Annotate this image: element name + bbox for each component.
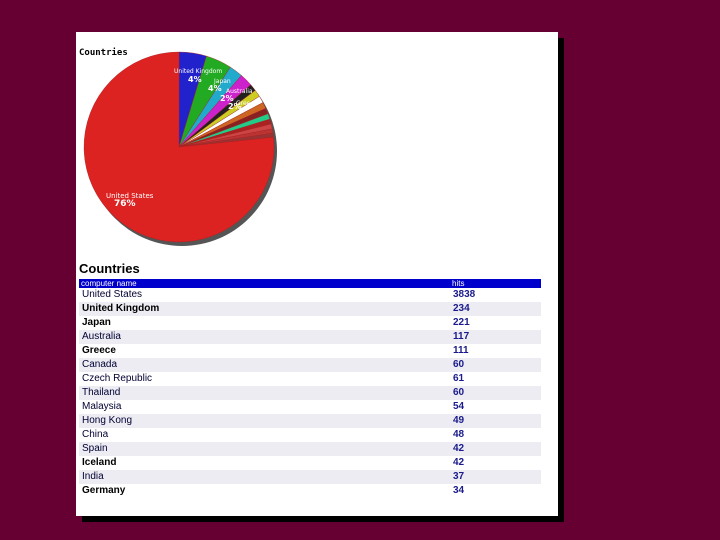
table-row: Hong Kong 49	[79, 414, 541, 428]
table-row: India 37	[79, 470, 541, 484]
pie-label-greece: Greece	[236, 100, 258, 107]
table-title: Countries	[79, 261, 140, 276]
pie-pct-us: 76%	[114, 199, 136, 209]
table-row: Greece 111	[79, 344, 541, 358]
table-row: Thailand 60	[79, 386, 541, 400]
table-row: Spain 42	[79, 442, 541, 456]
pie-label-us: United States	[106, 192, 154, 200]
country-name: United Kingdom	[79, 302, 450, 316]
country-hits: 3838	[450, 288, 541, 302]
country-name: Malaysia	[79, 400, 450, 414]
countries-table: computer name hits United States 3838 Un…	[79, 279, 541, 498]
country-name: Hong Kong	[79, 414, 450, 428]
country-name: India	[79, 470, 450, 484]
country-hits: 111	[450, 344, 541, 358]
table-row: Japan 221	[79, 316, 541, 330]
table-row: Iceland 42	[79, 456, 541, 470]
country-hits: 42	[450, 456, 541, 470]
country-name: Australia	[79, 330, 450, 344]
country-name: United States	[79, 288, 450, 302]
report-page: Countries United Kingdom 4% Japan 4% Aus…	[76, 32, 558, 516]
country-name: Greece	[79, 344, 450, 358]
country-name: Czech Republic	[79, 372, 450, 386]
pie-pct-greece: 2%	[228, 102, 242, 111]
table-row: United States 3838	[79, 288, 541, 302]
pie-title: Countries	[79, 48, 128, 58]
country-name: Spain	[79, 442, 450, 456]
country-hits: 60	[450, 358, 541, 372]
country-hits: 54	[450, 400, 541, 414]
pie-chart: Countries United Kingdom 4% Japan 4% Aus…	[76, 32, 558, 262]
pie-pct-australia: 2%	[220, 94, 234, 103]
table-row: Germany 34	[79, 484, 541, 498]
country-hits: 221	[450, 316, 541, 330]
country-hits: 42	[450, 442, 541, 456]
table-row: Australia 117	[79, 330, 541, 344]
table-header-row: computer name hits	[79, 279, 541, 288]
pie-svg	[83, 51, 277, 246]
pie-slice-united-states	[83, 51, 275, 243]
pie-label-japan: Japan	[214, 78, 231, 85]
country-name: Iceland	[79, 456, 450, 470]
table-row: China 48	[79, 428, 541, 442]
pie-label-australia: Australia	[226, 88, 253, 95]
country-hits: 61	[450, 372, 541, 386]
country-hits: 48	[450, 428, 541, 442]
country-hits: 234	[450, 302, 541, 316]
col-header-hits[interactable]: hits	[450, 279, 541, 288]
country-name: Canada	[79, 358, 450, 372]
col-header-name[interactable]: computer name	[79, 279, 450, 288]
table-row: Malaysia 54	[79, 400, 541, 414]
country-hits: 117	[450, 330, 541, 344]
country-name: Thailand	[79, 386, 450, 400]
country-hits: 34	[450, 484, 541, 498]
table-row: United Kingdom 234	[79, 302, 541, 316]
table-row: Czech Republic 61	[79, 372, 541, 386]
pie-pct-japan: 4%	[208, 84, 222, 93]
country-name: China	[79, 428, 450, 442]
table-row: Canada 60	[79, 358, 541, 372]
country-name: Japan	[79, 316, 450, 330]
country-name: Germany	[79, 484, 450, 498]
country-hits: 60	[450, 386, 541, 400]
pie-label-uk: United Kingdom	[174, 68, 223, 75]
country-hits: 49	[450, 414, 541, 428]
pie-pct-uk: 4%	[188, 75, 202, 84]
country-hits: 37	[450, 470, 541, 484]
